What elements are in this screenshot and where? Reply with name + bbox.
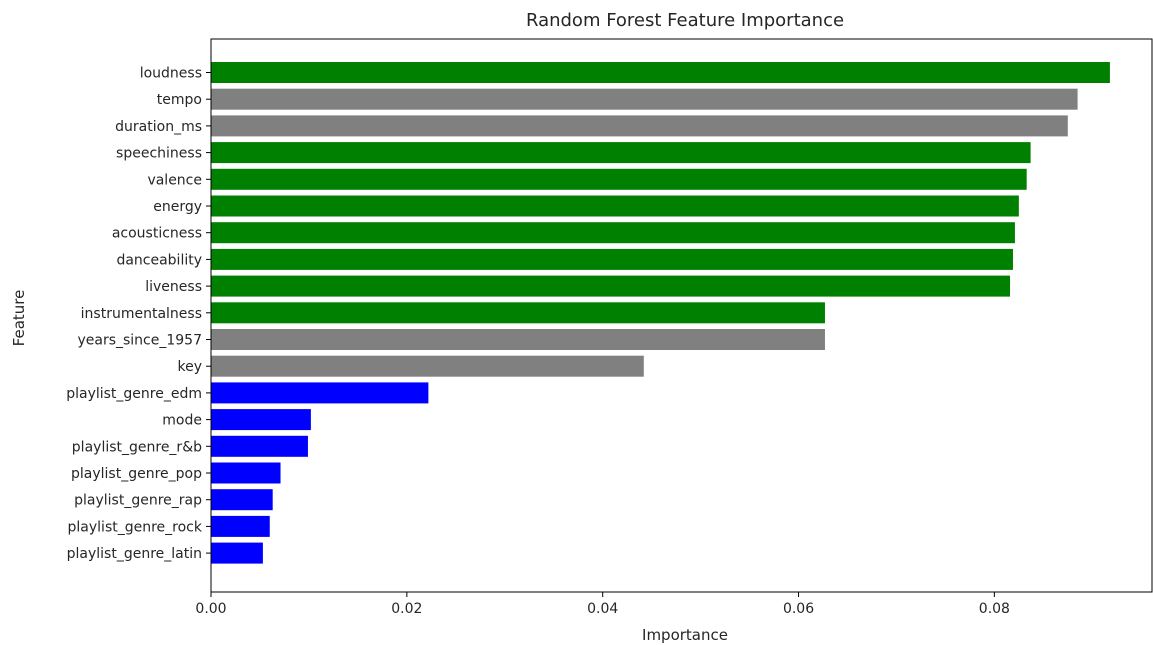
bar-danceability [211,248,1013,270]
x-tick-label: 0.00 [195,601,226,617]
bar-playlist-genre-rock [211,515,270,537]
y-tick-label: playlist_genre_rock [68,519,203,535]
x-axis-ticks: 0.00 0.02 0.04 0.06 0.08 [195,592,1010,617]
plot-frame [210,38,1153,593]
x-tick-label: 0.02 [391,601,422,617]
y-tick-label: years_since_1957 [77,333,202,349]
y-tick-label: playlist_genre_pop [71,466,202,482]
y-tick-label: playlist_genre_latin [67,546,202,562]
bar-energy [211,195,1019,217]
bar-playlist-genre-rap [211,489,273,511]
bar-playlist-genre-latin [211,542,263,564]
y-tick-label: tempo [157,92,202,108]
bar-valence [211,168,1027,190]
bar-tempo [211,88,1078,110]
bar-playlist-genre-pop [211,462,281,484]
x-tick-label: 0.08 [979,601,1010,617]
y-tick-label: valence [147,172,202,188]
bar-acousticness [211,222,1015,244]
bar-playlist-genre-edm [211,382,429,404]
bars-layer [211,62,1110,564]
y-axis-title: Feature [10,290,28,347]
y-tick-label: energy [153,199,202,215]
bar-loudness [211,62,1110,83]
chart-title: Random Forest Feature Importance [526,10,844,31]
bar-liveness [211,275,1011,297]
x-tick-label: 0.06 [783,601,814,617]
y-tick-label: acousticness [112,226,202,242]
y-tick-label: speechiness [116,146,202,162]
y-tick-label: instrumentalness [81,306,202,322]
y-axis-ticks: loudness tempo duration_ms speechiness valen… [66,66,211,562]
bar-years-since-1957 [211,329,825,350]
x-axis-title: Importance [642,626,728,644]
bar-mode [211,409,311,431]
y-tick-label: playlist_genre_r&b [72,439,202,455]
y-tick-label: mode [162,413,202,429]
y-tick-label: danceability [116,252,202,268]
x-tick-label: 0.04 [587,601,618,617]
bar-instrumentalness [211,302,825,324]
bar-speechiness [211,142,1031,164]
y-tick-label: loudness [140,66,202,82]
bar-playlist-genre-r-b [211,435,308,457]
bar-duration-ms [211,115,1068,137]
y-tick-label: playlist_genre_rap [74,493,202,509]
y-tick-label: liveness [145,279,202,295]
bar-key [211,355,644,377]
y-tick-label: playlist_genre_edm [66,386,202,402]
y-tick-label: duration_ms [115,119,202,135]
y-tick-label: key [177,359,202,375]
